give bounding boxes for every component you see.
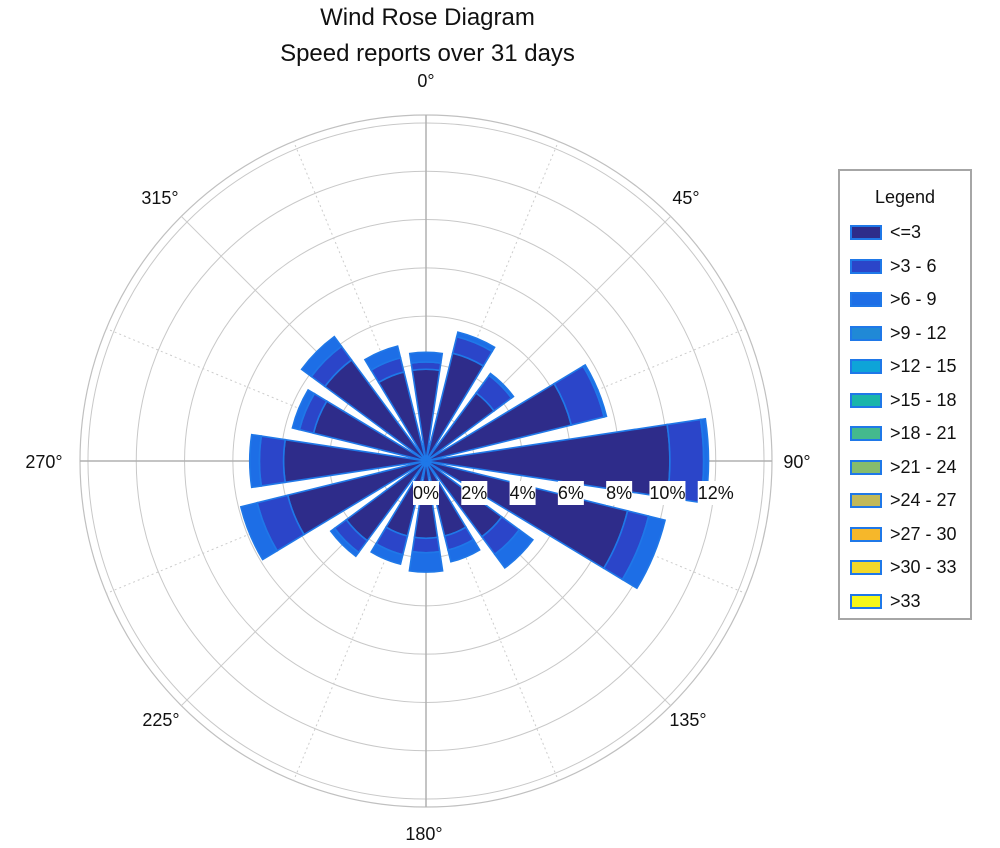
bar-segment [329, 527, 360, 558]
legend-swatch [850, 526, 882, 542]
ring-label-bg [697, 481, 734, 505]
legend-item: >6 - 9 [840, 283, 970, 317]
legend-label: >21 - 24 [890, 456, 957, 477]
legend-item: <=3 [840, 216, 970, 250]
bar-segment [455, 331, 496, 353]
legend: Legend <=3 >3 - 6 >6 - 9 >9 - 12 >12 - 15 >15… [838, 169, 972, 620]
direction-label: 90° [783, 452, 810, 472]
ring-labels: 0% 2% 4% 6% 8% 10% 12% [413, 481, 734, 505]
legend-swatch [850, 325, 882, 341]
legend-label: >30 - 33 [890, 557, 957, 578]
direction-label: 270° [25, 452, 62, 472]
legend-item: >9 - 12 [840, 317, 970, 351]
bar-segment [621, 515, 667, 590]
bar-segment [370, 542, 404, 566]
direction-label: 225° [142, 710, 179, 730]
bar-segment [291, 388, 316, 431]
legend-item: >24 - 27 [840, 484, 970, 518]
legend-swatch [850, 359, 882, 375]
legend-swatch [850, 392, 882, 408]
direction-label: 180° [405, 824, 442, 844]
legend-item: >15 - 18 [840, 384, 970, 418]
legend-label: >15 - 18 [890, 389, 957, 410]
legend-swatch [850, 459, 882, 475]
direction-label: 315° [141, 188, 178, 208]
bar-segment [447, 538, 481, 563]
ring-label-bg [509, 481, 536, 505]
bar-segment [249, 433, 263, 489]
ring-label: 10% [649, 483, 685, 503]
bar-segment [487, 372, 515, 400]
legend-items: <=3 >3 - 6 >6 - 9 >9 - 12 >12 - 15 >15 - 18 >1… [840, 216, 970, 618]
legend-item: >18 - 21 [840, 417, 970, 451]
direction-labels: 0° 45° 90° 135° 180° 225° 270° 315° [25, 71, 810, 844]
legend-swatch [850, 225, 882, 241]
legend-label: >18 - 21 [890, 423, 957, 444]
bar-segment [582, 363, 608, 418]
bar-segment [239, 501, 279, 561]
legend-label: >24 - 27 [890, 490, 957, 511]
ring-label: 2% [461, 483, 487, 503]
legend-title: Legend [874, 187, 936, 207]
chart-subtitle: Speed reports over 31 days [280, 40, 575, 67]
legend-label: >6 - 9 [890, 289, 937, 310]
wind-rose-bars [239, 331, 710, 590]
ring-label-bg [557, 481, 584, 505]
legend-label: >12 - 15 [890, 356, 957, 377]
direction-label: 45° [672, 188, 699, 208]
ring-label: 6% [558, 483, 584, 503]
chart-title: Wind Rose Diagram [320, 4, 535, 31]
ring-label-bg [461, 481, 488, 505]
ring-label: 4% [510, 483, 536, 503]
legend-swatch [850, 593, 882, 609]
legend-item: >30 - 33 [840, 551, 970, 585]
legend-swatch [850, 426, 882, 442]
legend-item: >12 - 15 [840, 350, 970, 384]
legend-item: >27 - 30 [840, 518, 970, 552]
ring-label: 8% [606, 483, 632, 503]
legend-swatch [850, 292, 882, 308]
bar-segment [300, 335, 343, 378]
bar-segment [408, 351, 444, 365]
ring-label: 12% [698, 483, 734, 503]
legend-swatch [850, 258, 882, 274]
bar-segment [408, 550, 444, 573]
legend-swatch [850, 560, 882, 576]
bar-segment [411, 536, 441, 554]
direction-label: 0° [417, 71, 434, 91]
legend-item: >33 [840, 585, 970, 619]
legend-label: >27 - 30 [890, 523, 957, 544]
legend-label: >9 - 12 [890, 322, 947, 343]
legend-item: >3 - 6 [840, 250, 970, 284]
ring-label: 0% [413, 483, 439, 503]
legend-item: >21 - 24 [840, 451, 970, 485]
legend-label: >33 [890, 590, 921, 611]
legend-label: >3 - 6 [890, 255, 937, 276]
ring-label-bg [413, 481, 439, 505]
bar-segment [258, 435, 287, 487]
ring-label-bg [649, 481, 686, 505]
direction-label: 135° [669, 710, 706, 730]
bar-segment [363, 345, 402, 372]
ring-label-bg [606, 481, 633, 505]
legend-label: <=3 [890, 222, 922, 243]
legend-swatch [850, 493, 882, 509]
bar-segment [493, 528, 535, 570]
